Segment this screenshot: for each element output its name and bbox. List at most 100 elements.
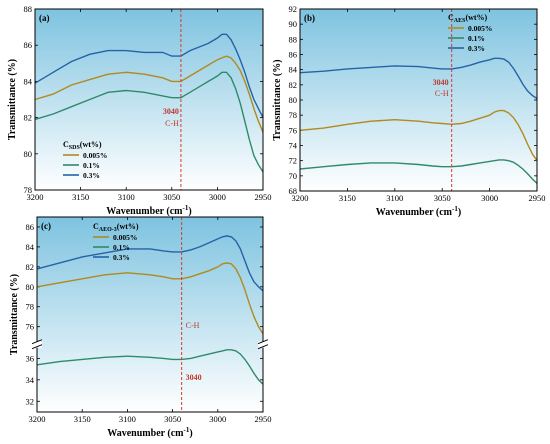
plot-frame-a [34,8,264,191]
y-axis-title-a: Transmittance (%) [7,59,18,140]
legend-title-sub: SDS [69,145,81,151]
x-axis-title-sup: -1 [184,426,190,434]
x-tick-label-b: 3150 [339,193,356,203]
annotation-bond-b: C-H [435,89,449,98]
y-tick-label-a: 82 [24,113,33,123]
x-tick-label-a: 3150 [72,192,89,202]
plot-frame-b [299,8,538,192]
panel-b: 68 70 72 74 76 78 80 82 84 86 88 90 92 3200 3150 3100 30… [272,4,546,218]
panel-a: 78 80 82 84 86 88 3200 3150 3100 3050 3000 2950 (a) W… [7,4,272,217]
series-line-b [299,109,538,162]
y-tick-label-b: 80 [289,95,298,105]
y-tick-label-a: 84 [24,76,33,86]
y-tick-label-b: 78 [289,110,298,120]
y-tick-label-b: 86 [289,50,298,60]
x-axis-title-b: Wavenumber (cm-1) [376,205,461,218]
panel-label-b: (b) [304,13,315,23]
series-line-a [34,55,264,133]
x-tick-label-c: 3000 [209,414,226,424]
axis-break-gap-c [258,341,268,348]
x-tick-label-c: 3050 [164,414,181,424]
x-axis-title-sup: -1 [183,204,189,212]
legend-label-a: 0.3% [83,171,100,180]
x-axis-title-tail: ) [189,428,192,439]
legend-title-tail: (wt%) [80,140,102,149]
x-tick-label-c: 3200 [29,414,46,424]
annotation-bond-c: C-H [186,321,200,330]
y-tick-label-c: 86 [26,222,35,232]
y-tick-label-b: 88 [289,34,298,44]
plot-area-a [35,9,263,190]
x-tick-label-b: 3050 [434,193,451,203]
axis-break-mark-c [31,339,43,345]
y-tick-label-c: 80 [26,282,35,292]
x-tick-label-b: 3200 [292,193,309,203]
x-tick-label-a: 3200 [27,192,44,202]
y-tick-label-c: 78 [26,302,35,312]
y-tick-label-c: 34 [26,375,35,385]
annotation-bond-a: C-H [165,119,179,128]
y-axis-title-c: Transmittance (%) [9,274,20,355]
y-tick-label-b: 90 [289,19,298,29]
y-tick-label-b: 84 [289,65,298,75]
legend-label-b: 0.005% [468,24,492,33]
y-tick-label-c: 76 [26,322,35,332]
x-tick-label-b: 3100 [386,193,403,203]
y-tick-label-a: 78 [24,185,33,195]
x-tick-label-a: 3000 [209,192,226,202]
legend-title-main: C [448,13,454,22]
y-tick-label-c: 84 [26,242,35,252]
panel-label-c: (c) [41,221,51,231]
y-tick-label-c: 82 [26,262,35,272]
x-tick-label-c: 3100 [119,414,136,424]
axis-break-mark-c [31,344,43,350]
x-tick-label-c: 2950 [255,414,272,424]
legend-title-c: CAEO-3(wt%) [93,222,139,233]
series-line-c [36,262,264,335]
panel-c: 76 78 80 82 84 86 32 34 36 3200 3150 3100 3050 3000 29… [9,216,272,439]
legend-title-main: C [93,222,99,231]
plot-area-c [37,217,263,412]
x-tick-label-b: 3000 [481,193,498,203]
y-tick-label-b: 92 [289,4,298,14]
plot-area-b [300,9,537,191]
x-tick-label-a: 3050 [163,192,180,202]
y-tick-label-b: 82 [289,80,298,90]
series-line-c [36,349,264,385]
legend-label-a: 0.005% [83,151,107,160]
legend-title-a: CSDS(wt%) [63,140,102,151]
x-axis-title-a: Wavenumber (cm-1) [106,204,191,217]
x-tick-label-b: 2950 [529,193,546,203]
annotation-wavenumber-c: 3040 [186,373,202,382]
legend-label-a: 0.1% [83,161,100,170]
annotation-wavenumber-a: 3040 [163,107,179,116]
y-tick-label-a: 86 [24,40,33,50]
y-tick-label-b: 76 [289,125,298,135]
y-tick-label-b: 74 [289,141,298,151]
legend-title-b: CAES(wt%) [448,13,488,24]
legend-label-c: 0.005% [113,233,137,242]
y-tick-label-c: 32 [26,396,35,406]
axis-break-gap-c [32,341,42,348]
x-axis-title-tail: ) [458,207,461,218]
x-axis-title-c: Wavenumber (cm-1) [107,426,192,439]
y-axis-title-b: Transmittance (%) [272,59,283,140]
legend-title-sub: AEO-3 [99,227,117,233]
legend-label-b: 0.1% [468,34,485,43]
series-line-c [36,235,264,292]
x-axis-title-main: Wavenumber (cm [106,206,183,217]
y-tick-label-c: 36 [26,353,35,363]
legend-label-c: 0.3% [113,253,130,262]
legend-label-c: 0.1% [113,243,130,252]
x-tick-label-c: 3150 [74,414,91,424]
y-tick-label-a: 80 [24,149,33,159]
series-line-a [34,71,264,173]
x-tick-label-a: 3100 [118,192,135,202]
y-tick-label-b: 68 [289,186,298,196]
series-line-b [299,57,538,100]
x-axis-title-main: Wavenumber (cm [107,428,184,439]
y-tick-label-b: 72 [289,156,298,166]
x-axis-title-sup: -1 [452,205,458,213]
